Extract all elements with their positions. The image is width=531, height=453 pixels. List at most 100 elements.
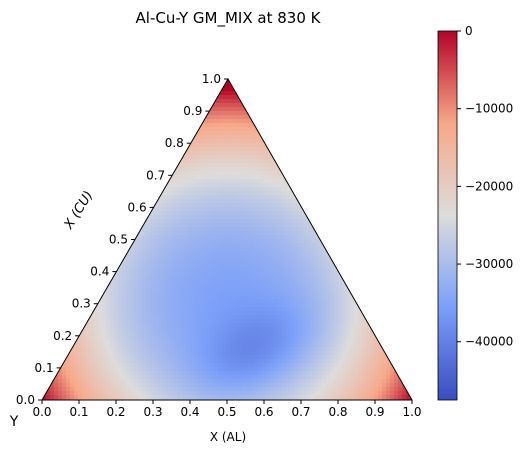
heatmap-cell [62,363,67,368]
heatmap-cell [162,375,167,380]
heatmap-cell [310,275,315,280]
heatmap-cell [294,363,299,368]
heatmap-cell [230,199,235,204]
heatmap-cell [246,199,251,204]
heatmap-cell [82,343,87,348]
heatmap-cell [246,355,251,360]
heatmap-cell [214,319,219,324]
heatmap-cell [166,367,171,372]
heatmap-cell [138,283,143,288]
heatmap-cell [198,359,203,364]
heatmap-cell [342,323,347,328]
heatmap-cell [250,283,255,288]
heatmap-cell [254,199,259,204]
heatmap-cell [150,375,155,380]
heatmap-cell [234,131,239,136]
heatmap-cell [210,339,215,344]
heatmap-cell [194,379,199,384]
heatmap-cell [358,295,363,300]
heatmap-cell [158,271,163,276]
heatmap-cell [346,339,351,344]
heatmap-cell [262,179,267,184]
heatmap-cell [142,239,147,244]
heatmap-cell [58,391,63,396]
heatmap-cell [206,303,211,308]
heatmap-cell [214,335,219,340]
heatmap-cell [102,367,107,372]
heatmap-cell [314,315,319,320]
heatmap-cell [214,223,219,228]
heatmap-cell [174,307,179,312]
heatmap-cell [326,311,331,316]
heatmap-cell [190,331,195,336]
heatmap-cell [342,359,347,364]
heatmap-cell [202,199,207,204]
heatmap-cell [282,255,287,260]
heatmap-cell [142,291,147,296]
heatmap-cell [174,175,179,180]
heatmap-cell [202,163,207,168]
heatmap-cell [230,223,235,228]
heatmap-cell [206,187,211,192]
heatmap-cell [346,395,351,400]
heatmap-cell [94,391,99,396]
heatmap-cell [158,291,163,296]
heatmap-cell [342,291,347,296]
heatmap-cell [334,259,339,264]
heatmap-cell [386,379,391,384]
heatmap-cell [182,391,187,396]
heatmap-cell [270,255,275,260]
heatmap-cell [234,347,239,352]
heatmap-cell [338,291,343,296]
heatmap-cell [318,251,323,256]
heatmap-cell [202,351,207,356]
heatmap-cell [162,371,167,376]
heatmap-cell [222,351,227,356]
heatmap-cell [134,227,139,232]
heatmap-cell [258,167,263,172]
heatmap-cell [202,191,207,196]
heatmap-cell [202,147,207,152]
heatmap-cell [222,303,227,308]
heatmap-cell [70,387,75,392]
heatmap-cell [198,395,203,400]
heatmap-cell [154,275,159,280]
heatmap-cell [146,335,151,340]
heatmap-cell [170,311,175,316]
heatmap-cell [170,347,175,352]
heatmap-cell [366,311,371,316]
heatmap-cell [242,215,247,220]
heatmap-cell [122,335,127,340]
heatmap-cell [250,271,255,276]
heatmap-cell [174,315,179,320]
heatmap-cell [358,327,363,332]
heatmap-cell [234,251,239,256]
heatmap-cell [326,391,331,396]
heatmap-cell [102,375,107,380]
heatmap-cell [130,355,135,360]
heatmap-cell [194,159,199,164]
heatmap-cell [294,379,299,384]
heatmap-cell [222,283,227,288]
heatmap-cell [334,303,339,308]
heatmap-cell [114,291,119,296]
heatmap-cell [270,343,275,348]
heatmap-cell [246,139,251,144]
heatmap-cell [122,383,127,388]
heatmap-cell [174,291,179,296]
heatmap-cell [322,303,327,308]
heatmap-cell [246,243,251,248]
heatmap-cell [170,239,175,244]
heatmap-cell [130,327,135,332]
heatmap-cell [210,179,215,184]
heatmap-cell [250,299,255,304]
heatmap-cell [154,271,159,276]
heatmap-cell [310,355,315,360]
heatmap-cell [250,275,255,280]
heatmap-cell [346,347,351,352]
heatmap-cell [158,335,163,340]
heatmap-cell [194,239,199,244]
heatmap-cell [222,231,227,236]
heatmap-cell [322,367,327,372]
heatmap-cell [326,395,331,400]
